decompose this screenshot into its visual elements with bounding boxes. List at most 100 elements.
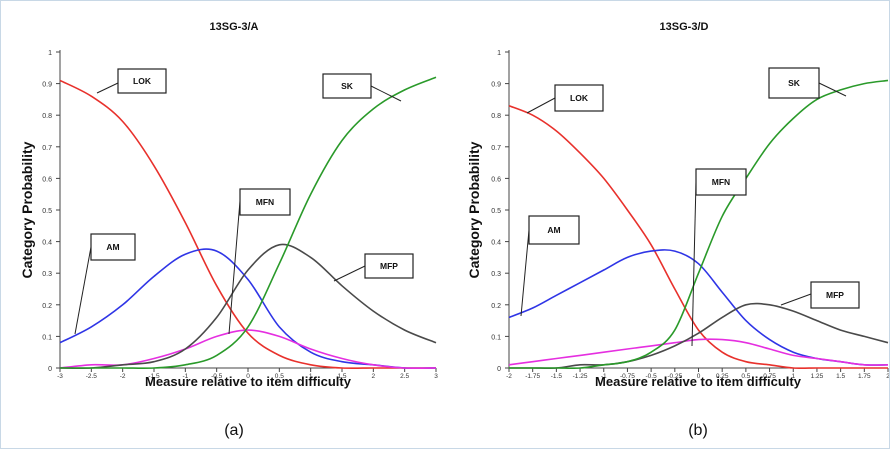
annotation-box-am — [528, 215, 580, 245]
chart-1: 13SG-3/A 0 0.1 0.2 0.3 0.4 0.5 0.6 0.7 0.8 0.9 1 -3 -… — [19, 21, 438, 389]
chart-title: 13SG-3/A — [210, 21, 259, 33]
annotation-box-sk — [322, 73, 372, 99]
y-tick-label: 0.5 — [491, 208, 501, 215]
series-sk-line — [509, 79, 889, 370]
annotation-box-mfp — [364, 253, 414, 279]
x-tick-label: -2 — [120, 373, 126, 380]
y-tick-label: 0 — [497, 366, 501, 373]
x-tick-label: 1.5 — [836, 373, 845, 380]
series-mfn-line — [508, 338, 889, 366]
y-tick-label: 0.9 — [42, 82, 52, 89]
x-tick-label: -0.5 — [646, 373, 658, 380]
x-tick-label: -1 — [601, 373, 607, 380]
x-tick-label: 2 — [886, 373, 889, 380]
x-tick-label: 1 — [309, 373, 313, 380]
x-tick-label: 2.5 — [400, 373, 409, 380]
annotation-box-mfn — [239, 188, 291, 216]
x-tick-label: 0 — [697, 373, 701, 380]
y-tick-label: 0.4 — [491, 240, 501, 247]
series-lok-line — [508, 104, 888, 370]
series-sk-line — [60, 76, 437, 370]
x-tick-label: 1.75 — [858, 373, 871, 380]
x-tick-label: -1.5 — [551, 373, 563, 380]
y-tick-label: 0.6 — [491, 176, 501, 183]
y-tick-label: 0 — [48, 366, 52, 373]
y-tick-label: 0.2 — [491, 303, 501, 310]
x-tick-label: -2 — [506, 373, 512, 380]
x-axis-label: Measure relative to item difficulty — [595, 374, 802, 389]
annotation-label-am: AM — [106, 242, 119, 252]
annotation-leader-lok — [526, 97, 556, 114]
series-mfp-line — [59, 243, 437, 370]
y-tick-label: 0.3 — [491, 271, 501, 278]
y-tick-label: 0.4 — [42, 240, 52, 247]
y-tick-label: 1 — [497, 50, 501, 57]
annotation-box-mfn — [695, 168, 747, 196]
y-tick-label: 0.3 — [42, 271, 52, 278]
annotation-label-am: AM — [547, 225, 560, 235]
x-tick-label: -3 — [57, 373, 63, 380]
annotation-box-mfp — [810, 281, 860, 309]
x-tick-label: 0.5 — [741, 373, 750, 380]
series-lok-line — [59, 79, 436, 370]
y-tick-label: 0.9 — [491, 82, 501, 89]
annotation-label-mfp: MFP — [826, 290, 844, 300]
x-tick-label: -1.75 — [525, 373, 540, 380]
y-tick-label: 0.8 — [42, 113, 52, 120]
annotation-label-mfp: MFP — [380, 261, 398, 271]
y-tick-label: 0.1 — [42, 334, 52, 341]
x-tick-label: -1 — [182, 373, 188, 380]
x-tick-label: 0.75 — [763, 373, 776, 380]
annotation-box-lok — [554, 84, 604, 112]
y-tick-label: 1 — [48, 50, 52, 57]
annotation-leader-lok — [96, 82, 119, 94]
annotation-leader-mfn — [228, 200, 241, 335]
x-tick-label: -2.5 — [86, 373, 98, 380]
annotation-leader-sk — [370, 85, 402, 102]
annotation-label-lok: LOK — [133, 76, 152, 86]
x-tick-label: -0.25 — [667, 373, 682, 380]
chart-title: 13SG-3/D — [660, 21, 709, 33]
annotation-leader-mfp — [333, 265, 366, 282]
x-axis-label: Measure relative to item difficulty — [145, 374, 352, 389]
annotation-leader-am — [74, 246, 92, 335]
annotation-box-lok — [117, 68, 167, 94]
y-axis-label: Category Probability — [19, 141, 35, 278]
x-tick-label: 2 — [372, 373, 376, 380]
annotation-label-mfn: MFN — [712, 177, 730, 187]
x-tick-label: 1.25 — [811, 373, 824, 380]
annotation-leader-mfp — [780, 293, 812, 306]
y-tick-label: 0.5 — [42, 208, 52, 215]
annotation-box-am — [90, 233, 136, 261]
x-tick-label: 1 — [791, 373, 795, 380]
x-tick-label: 0.5 — [275, 373, 284, 380]
annotation-box-sk — [768, 67, 820, 99]
annotation-label-sk: SK — [788, 78, 801, 88]
annotation-label-lok: LOK — [570, 93, 589, 103]
y-tick-label: 0.6 — [42, 176, 52, 183]
annotation-leader-sk — [818, 82, 847, 97]
x-tick-label: -0.75 — [620, 373, 635, 380]
annotation-leader-am — [520, 229, 530, 317]
panel-label: (a) — [224, 422, 244, 439]
series-mfp-line — [509, 302, 889, 370]
annotation-leader-mfn — [691, 181, 697, 347]
y-tick-label: 0.8 — [491, 113, 501, 120]
y-tick-label: 0.2 — [42, 303, 52, 310]
y-tick-label: 0.7 — [491, 145, 501, 152]
y-axis-label: Category Probability — [466, 141, 482, 278]
x-tick-label: 1.5 — [337, 373, 346, 380]
x-tick-label: -1.25 — [573, 373, 588, 380]
y-tick-label: 0.1 — [491, 334, 501, 341]
annotation-label-sk: SK — [341, 81, 354, 91]
x-tick-label: 3 — [434, 373, 438, 380]
x-tick-label: 0.25 — [716, 373, 729, 380]
x-tick-label: -0.5 — [211, 373, 223, 380]
x-tick-label: -1.5 — [148, 373, 160, 380]
x-tick-label: 0 — [246, 373, 250, 380]
y-tick-label: 0.7 — [42, 145, 52, 152]
panel-label: (b) — [688, 422, 708, 439]
series-mfn-line — [59, 329, 437, 370]
